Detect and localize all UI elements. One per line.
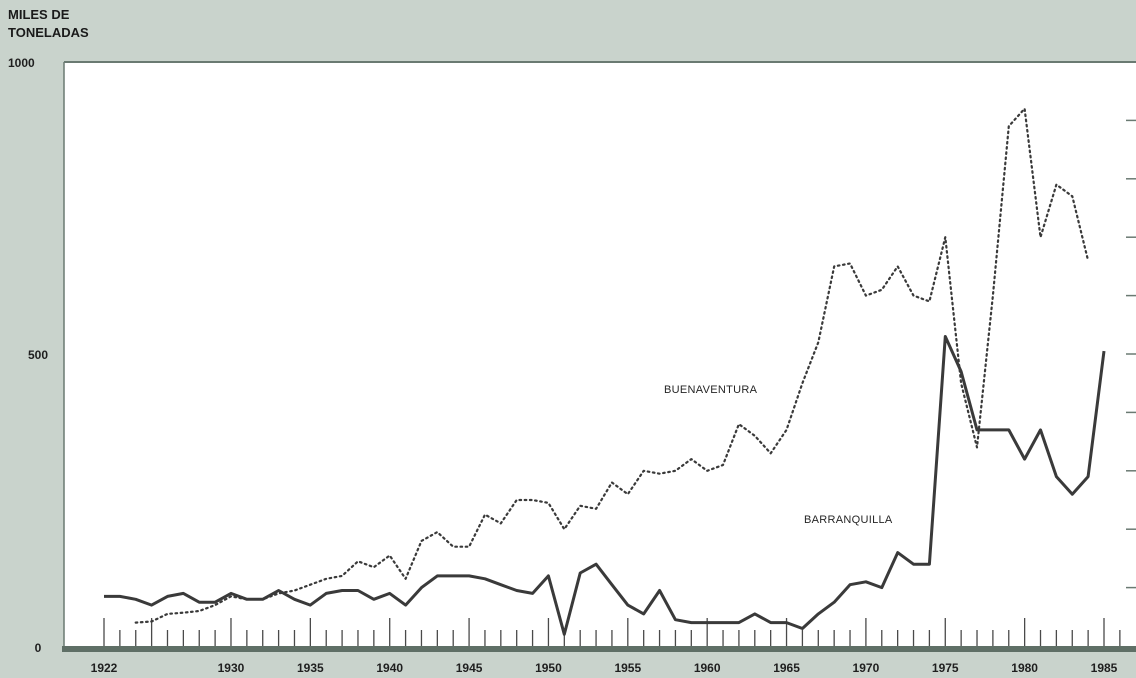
y-axis-label-line2: TONELADAS (8, 25, 89, 40)
x-tick-label: 1955 (614, 661, 641, 675)
y-axis-label-line1: MILES DE (8, 7, 70, 22)
x-tick-label: 1950 (535, 661, 562, 675)
x-tick-label: 1930 (218, 661, 245, 675)
series-line-barranquilla (104, 335, 1106, 636)
x-tick-label: 1935 (297, 661, 324, 675)
plot-area (64, 62, 1136, 646)
y-tick-label: 500 (28, 348, 48, 362)
x-tick-label: 1922 (91, 661, 118, 675)
x-axis-ticks (103, 618, 1121, 646)
x-tick-label: 1965 (773, 661, 800, 675)
x-tick-label: 1985 (1091, 661, 1118, 675)
x-tick-label: 1960 (694, 661, 721, 675)
x-tick-label: 1945 (456, 661, 483, 675)
y-tick-label: 1000 (8, 56, 35, 70)
x-tick-label: 1980 (1011, 661, 1038, 675)
x-axis-tick-labels: 1922 1930 1935 1940 1945 1950 1955 1960 1965 1970… (91, 661, 1118, 675)
series-line-buenaventura (134, 107, 1090, 624)
series-label-barranquilla: BARRANQUILLA (804, 514, 893, 526)
y-tick-label: 0 (35, 641, 42, 655)
series-label-buenaventura: BUENAVENTURA (664, 384, 758, 396)
series-layer (104, 107, 1106, 636)
x-axis-band (62, 646, 1136, 652)
x-tick-label: 1940 (376, 661, 403, 675)
x-tick-label: 1970 (853, 661, 880, 675)
y-axis-tick-labels: 0 500 1000 (8, 56, 48, 655)
right-axis-ticks (1126, 119, 1136, 589)
x-tick-label: 1975 (932, 661, 959, 675)
